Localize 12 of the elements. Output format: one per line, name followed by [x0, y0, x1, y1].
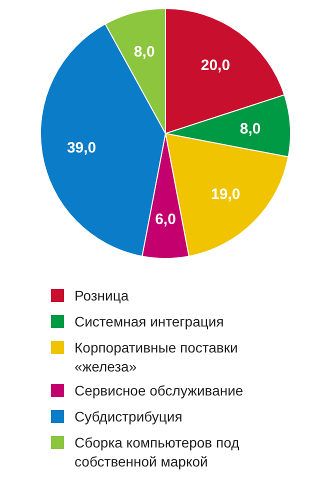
data-label: 20,0: [200, 57, 230, 74]
legend-label: Розница: [74, 288, 129, 304]
data-label: 39,0: [66, 139, 96, 156]
data-label: 8,0: [240, 120, 261, 138]
data-label: 6,0: [155, 211, 176, 228]
legend-label: Сервисное обслуживание: [74, 382, 244, 398]
data-label: 8,0: [134, 44, 155, 61]
legend-label: Корпоративные поставки «железа»: [74, 340, 238, 375]
legend-label: Системная интеграция: [74, 314, 224, 330]
legend-label: Субдистрибуция: [74, 408, 182, 424]
data-label: 19,0: [211, 186, 240, 204]
legend-label: Сборка компьютеров под собственной маркой: [74, 434, 240, 470]
